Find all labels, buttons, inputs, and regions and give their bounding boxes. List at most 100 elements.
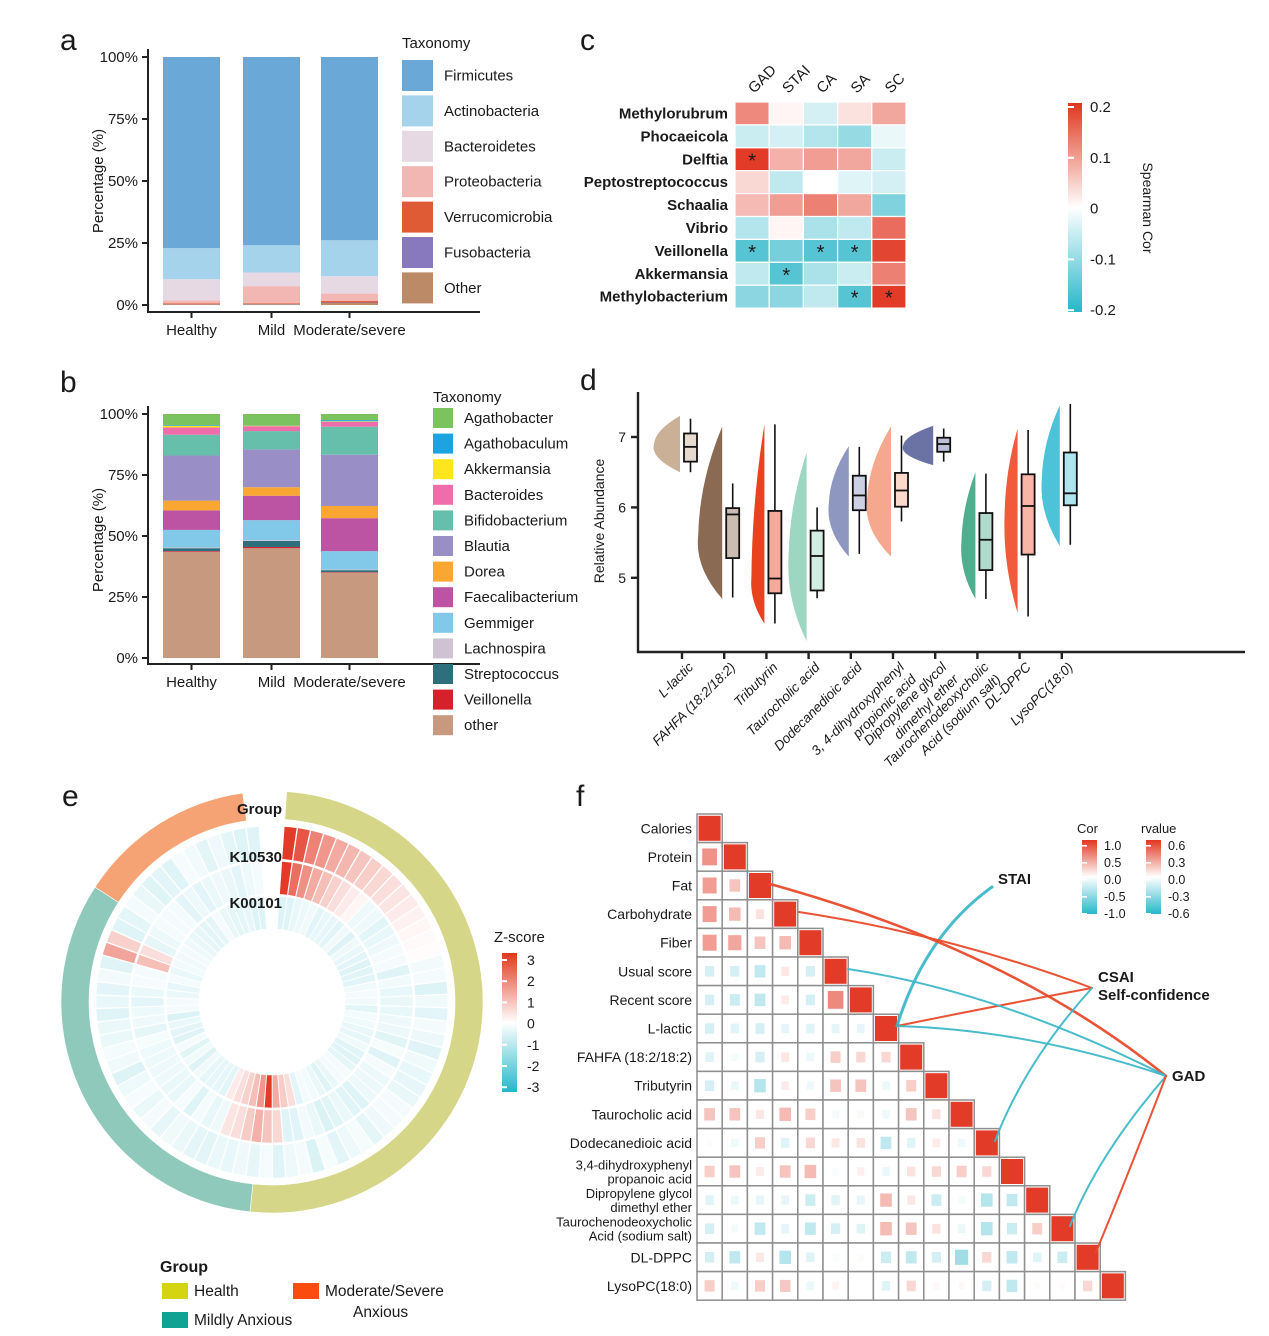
matrix-cell-value [932,1223,941,1234]
ring-cell [378,1088,413,1119]
bar-segment-streptococcus [243,540,300,547]
matrix-cell-value [830,1051,841,1063]
legend-swatch-other [433,715,453,736]
heatmap-cell [871,147,907,172]
ring-cell [206,833,230,870]
matrix-cell-value [849,987,872,1013]
ring-cell [340,1020,375,1038]
ring-cell [247,1072,262,1108]
ring-cell [298,903,319,937]
ring-cell [361,924,396,950]
ring-cell [277,1073,289,1108]
matrix-cell-value [781,1224,790,1234]
row-label: FAHFA (18:2/18:2) [577,1049,692,1065]
ring-cell [166,899,198,931]
ring-cell [346,1073,378,1104]
panel-c-letter: c [580,24,595,57]
ring-cell [373,953,409,973]
matrix-cell-value [781,1052,790,1062]
matrix-cell-value [857,1253,864,1261]
ring-cell [322,1050,352,1079]
zscore-tick-label: -3 [527,1079,540,1095]
matrix-cell-value [832,1281,839,1290]
ring-cell [325,1129,351,1166]
ring-cell [332,943,366,967]
ring-cell [258,1144,273,1179]
bar-segment-other [243,548,300,658]
bar-segment-bacteroidetes [163,279,220,301]
matrix-cell-value [982,1280,992,1292]
matrix-cell-value [981,1193,993,1207]
ring-cell [371,1096,405,1129]
colorbar-tick-label: 0.0 [1168,873,1185,887]
panel-b-y-axis-title: Percentage (%) [90,488,107,592]
matrix-cell-value [1006,1193,1018,1207]
matrix-cell-value [1001,1159,1023,1184]
matrix-cell-value [755,909,765,919]
matrix-cell-value [779,936,791,950]
ring-cell [232,1141,251,1177]
ring-cell [396,916,433,943]
ring-cell [304,1064,327,1098]
edge-fat-to-gad [768,882,1168,1078]
matrix-cell-value [731,1281,739,1291]
ring-cell [165,989,200,1000]
bar-segment-firmicutes [321,57,378,241]
bar-segment-bacteroides [321,421,378,427]
ring-cell [209,1098,232,1134]
ring-cell [124,894,159,925]
row-label: Dodecanedioic acid [570,1135,692,1151]
matrix-cell-value [831,1223,841,1234]
matrix-cell-value [754,1222,766,1235]
legend-swatch-agathobacter [433,408,453,428]
box [725,507,741,559]
ring-cell [377,883,412,915]
ring-cell [224,1067,246,1101]
matrix-cell-value [956,1165,967,1178]
significance-star: * [748,150,756,172]
matrix-cell-value [1007,1222,1017,1235]
ring-cell [292,827,311,863]
ring-cell [344,997,379,1006]
ring-cell [353,857,384,892]
significance-star: * [851,242,859,264]
y-tick-label: 75% [108,111,138,128]
matrix-cell-value [730,1023,739,1034]
ring-cell [166,1073,198,1104]
box [1020,473,1036,556]
matrix-cell-value [957,1224,966,1234]
row-label: Recent score [610,992,693,1008]
col-label-ca: CA [813,70,840,97]
ring-cell [217,906,241,940]
heatmap-cell [871,170,907,195]
ring-cell [166,1010,201,1023]
ring-cell [217,1064,240,1098]
zscore-tick [502,980,507,983]
bar-segment-agathobacter [163,414,220,425]
matrix-cell-value [754,936,766,949]
legend-swatch-blautia [433,536,453,556]
ring-cell [287,898,304,933]
heatmap-cell [802,215,839,240]
matrix-cell-value [705,1052,714,1062]
ring-cell [313,833,337,870]
row-label: Calories [641,820,692,836]
edge-stai-to-l-lactic [895,885,994,1028]
ring-cell [299,1066,320,1101]
colorbar-tick [1068,258,1074,261]
ring-cell [167,973,202,989]
ring-cell [329,1041,362,1067]
heatmap-cell [871,124,907,149]
legend-label: Actinobacteria [444,103,540,120]
matrix-cell-value [958,1196,965,1205]
ring-cell [283,1142,300,1178]
matrix-cell-value [804,1164,817,1179]
y-tick-label: 0% [116,650,138,667]
matrix-cell-value [755,1137,765,1149]
ring-cell [240,898,256,933]
ring-cell [276,895,288,931]
ring-cell [174,1079,204,1112]
row-label: 3,4-dihydroxyphenyl [576,1158,692,1173]
matrix-cell-value [880,1193,892,1207]
